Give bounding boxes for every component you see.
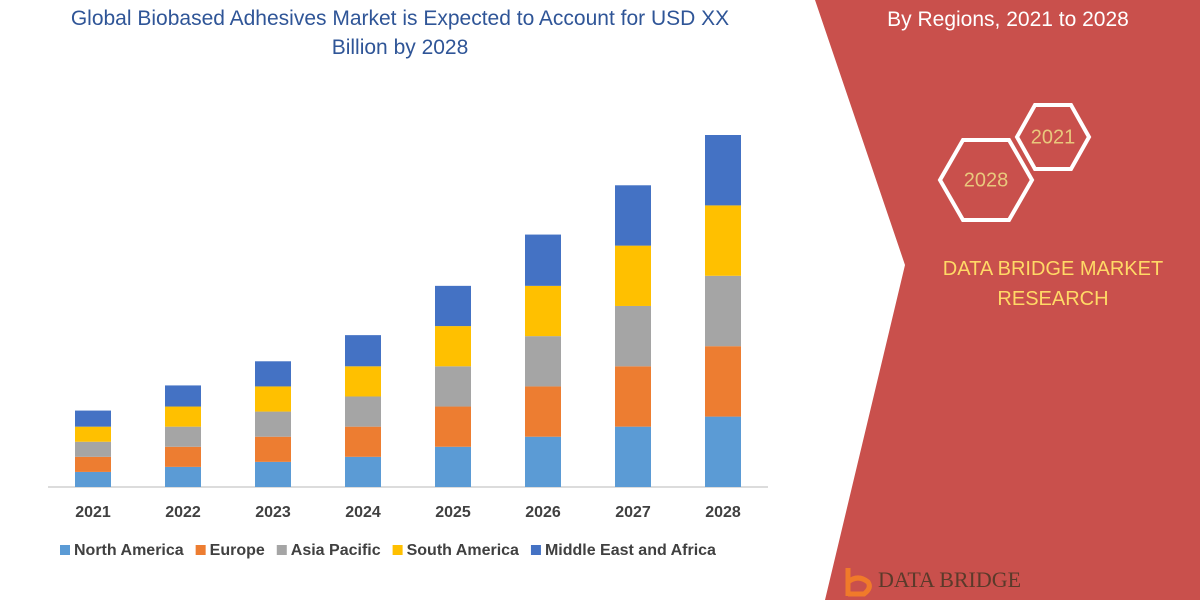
bar-segment [255, 461, 291, 487]
bar-segment [525, 436, 561, 487]
bar-segment [435, 446, 471, 487]
bar-segment [165, 406, 201, 427]
bar-segment [345, 335, 381, 367]
bar-segment [525, 285, 561, 337]
bar-segment [165, 466, 201, 487]
bar-segment [525, 336, 561, 387]
chart-title: Global Biobased Adhesives Market is Expe… [70, 7, 730, 59]
legend-swatch [392, 545, 403, 555]
bar-segment [615, 245, 651, 306]
badge-label: 2021 [1031, 126, 1076, 148]
bar-segment [75, 456, 111, 472]
x-tick-label: 2021 [75, 504, 111, 521]
bar-segment [345, 366, 381, 397]
x-tick-label: 2024 [345, 504, 381, 521]
x-tick-label: 2028 [705, 504, 741, 521]
bar-segment [705, 346, 741, 417]
hexagon [1014, 103, 1092, 171]
logo-icon [845, 568, 872, 597]
legend-swatch [276, 545, 287, 555]
bar-segment [705, 275, 741, 347]
legend-label: South America [407, 542, 519, 559]
bar-segment [615, 305, 651, 367]
legend-label: Middle East and Africa [545, 542, 716, 559]
legend-swatch [530, 545, 541, 555]
bar-segment [345, 426, 381, 457]
bar-segment [525, 234, 561, 286]
bar-segment [435, 285, 471, 327]
bar-segment [165, 385, 201, 407]
bar-segment [705, 416, 741, 487]
bar-segment [615, 366, 651, 427]
bar-segment [255, 411, 291, 437]
legend-label: North America [74, 542, 184, 559]
legend-label: Asia Pacific [291, 542, 381, 559]
hexagon [937, 138, 1035, 222]
bar-segment [705, 135, 741, 206]
bar-segment [75, 441, 111, 457]
x-tick-label: 2022 [165, 504, 201, 521]
bar-segment [345, 456, 381, 487]
bar-segment [75, 426, 111, 442]
bar-segment [345, 396, 381, 427]
x-tick-label: 2026 [525, 504, 561, 521]
legend-label: Europe [210, 542, 265, 559]
bar-segment [75, 410, 111, 427]
bar-segment [435, 366, 471, 407]
bar-segment [255, 361, 291, 387]
x-tick-label: 2025 [435, 504, 471, 521]
bar-segment [435, 326, 471, 367]
bar-segment [75, 471, 111, 487]
bar-segment [255, 386, 291, 412]
chart-subtitle: By Regions, 2021 to 2028 [887, 8, 1129, 31]
bar-segment [435, 406, 471, 447]
plot [75, 135, 741, 487]
side-panel [815, 0, 1200, 600]
bar-segment [255, 436, 291, 462]
bar-segment [705, 205, 741, 276]
logo-text: DATA BRIDGE [878, 567, 1021, 592]
legend-swatch [195, 545, 206, 555]
x-tick-label: 2023 [255, 504, 291, 521]
brand-text: DATA BRIDGE MARKET RESEARCH [942, 258, 1164, 310]
legend-swatch [60, 545, 70, 555]
bar-segment [525, 386, 561, 437]
bar-segment [165, 446, 201, 467]
bar-segment [165, 426, 201, 447]
bar-segment [615, 185, 651, 246]
badge-label: 2028 [964, 169, 1009, 191]
bar-segment [615, 426, 651, 487]
x-tick-label: 2027 [615, 504, 651, 521]
